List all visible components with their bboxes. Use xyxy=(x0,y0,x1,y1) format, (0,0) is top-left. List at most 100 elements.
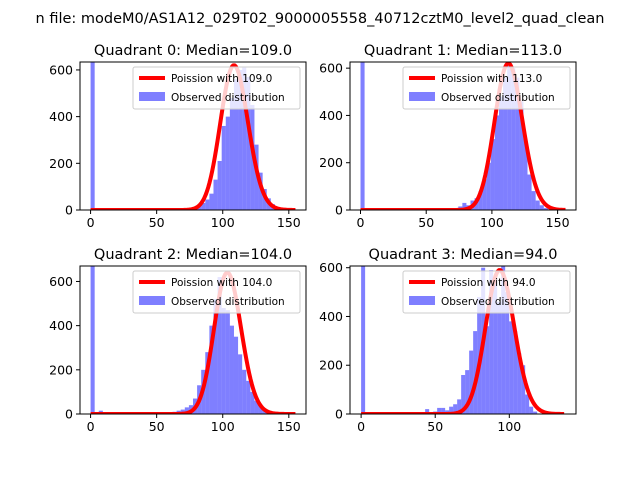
subplot-title: Quadrant 0: Median=109.0 xyxy=(94,43,292,59)
histogram-bar xyxy=(258,172,263,210)
y-tick-label: 200 xyxy=(319,155,343,170)
histogram-bar xyxy=(225,116,230,210)
histogram-bar xyxy=(501,266,506,414)
x-tick-label: 100 xyxy=(211,419,235,434)
axes-frame xyxy=(79,265,307,415)
figure-title: n file: modeM0/AS1A12_029T02_9000005558_… xyxy=(35,11,605,27)
histogram-bar xyxy=(489,270,494,414)
histogram-bar xyxy=(461,374,466,414)
histogram-bar xyxy=(539,205,544,210)
histogram-bar xyxy=(441,407,446,414)
axes-frame xyxy=(79,61,307,211)
x-tick-label: 50 xyxy=(427,419,443,434)
x-tick-label: 100 xyxy=(480,215,504,230)
histogram-bar xyxy=(515,77,520,210)
legend-bar-swatch xyxy=(409,296,435,305)
histogram-bar xyxy=(246,76,251,210)
histogram-bar xyxy=(517,353,522,414)
subplot-2: 0 50 100 150 0 200 400 600 Quadrant 2: Median=10… xyxy=(49,247,307,434)
x-tick-label: 50 xyxy=(418,215,434,230)
histogram-bar xyxy=(437,407,442,414)
subplot-title: Quadrant 3: Median=94.0 xyxy=(369,247,558,263)
y-tick-label: 600 xyxy=(49,62,73,77)
x-tick-label: 50 xyxy=(149,215,165,230)
histogram-bar xyxy=(425,409,430,414)
y-tick-label: 400 xyxy=(319,309,343,324)
histogram-bar xyxy=(486,162,491,210)
y-tick-label: 0 xyxy=(335,203,343,218)
histogram-bar xyxy=(531,191,536,210)
x-tick-label: 50 xyxy=(149,419,165,434)
x-tick-label: 150 xyxy=(277,419,301,434)
legend-label-poisson: Poission with 113.0 xyxy=(441,73,542,85)
histogram-bar xyxy=(90,266,95,414)
histogram-bar xyxy=(233,79,239,210)
subplot-1: 0 50 100 150 0 200 400 600 Quadrant 1: Median=11… xyxy=(319,43,577,230)
histogram-bar xyxy=(209,193,214,210)
legend: Poission with 113.0 Observed distribution xyxy=(402,66,571,110)
histogram-bar xyxy=(360,62,365,210)
histogram-bar xyxy=(513,331,518,414)
histogram-bar xyxy=(221,125,226,210)
histogram-bar xyxy=(493,277,498,414)
histogram-bar xyxy=(521,365,526,414)
poisson-curve xyxy=(89,63,297,210)
histogram-bar xyxy=(217,277,222,414)
legend-label-observed: Observed distribution xyxy=(441,296,555,308)
y-tick-label: 600 xyxy=(319,260,343,275)
legend-label-observed: Observed distribution xyxy=(171,296,285,308)
histogram-bar xyxy=(478,191,483,210)
legend-label-observed: Observed distribution xyxy=(441,92,555,104)
axes-frame xyxy=(349,61,577,211)
legend-label-poisson: Poission with 94.0 xyxy=(441,277,536,289)
y-tick-label: 600 xyxy=(49,274,73,289)
y-tick-label: 0 xyxy=(65,407,73,422)
y-tick-label: 600 xyxy=(319,61,343,76)
histogram-bar xyxy=(213,179,218,210)
histogram-bar xyxy=(523,139,528,210)
histogram-bar xyxy=(509,321,514,414)
histogram-bar xyxy=(209,325,214,414)
x-tick-label: 0 xyxy=(87,419,95,434)
subplot-3: 0 50 100 0 200 400 600 Quadrant 3: Median=94.0 P… xyxy=(319,247,577,434)
x-tick-label: 100 xyxy=(211,215,235,230)
histogram-bar xyxy=(229,97,234,210)
y-tick-label: 200 xyxy=(49,156,73,171)
legend: Poission with 94.0 Observed distribution xyxy=(402,270,571,314)
histogram-bar xyxy=(497,301,502,414)
histogram-bar xyxy=(511,68,516,210)
histogram-bar xyxy=(361,266,366,414)
histogram-bar xyxy=(469,350,474,414)
y-tick-label: 400 xyxy=(49,318,73,333)
histogram-bar xyxy=(490,139,495,210)
x-tick-label: 150 xyxy=(546,215,570,230)
legend: Poission with 104.0 Observed distribution xyxy=(132,270,301,314)
histogram-bar xyxy=(242,369,247,414)
histogram-bar xyxy=(503,77,508,210)
poisson-curve xyxy=(89,270,297,414)
histogram-bar xyxy=(499,96,504,210)
histogram-bar xyxy=(254,400,259,414)
histogram-bar xyxy=(453,404,458,414)
histogram-bar xyxy=(225,310,230,414)
y-tick-label: 200 xyxy=(49,362,73,377)
histogram-bar xyxy=(184,407,189,414)
histogram-bar xyxy=(533,411,538,414)
subplot-title: Quadrant 2: Median=104.0 xyxy=(94,247,292,263)
histogram-bar xyxy=(221,307,226,414)
subplot-0: 0 50 100 150 0 200 400 600 Quadrant 0: Median=10… xyxy=(49,43,307,230)
histogram-bar xyxy=(205,352,210,414)
histogram-bar xyxy=(205,199,210,210)
histogram-bar xyxy=(229,325,234,414)
x-tick-label: 0 xyxy=(357,215,365,230)
legend-label-observed: Observed distribution xyxy=(171,92,285,104)
histogram-bar xyxy=(529,406,534,414)
histogram-bar xyxy=(449,406,454,414)
histogram-bar xyxy=(485,326,490,414)
subplot-title: Quadrant 1: Median=113.0 xyxy=(364,43,562,59)
histogram-bar xyxy=(242,67,247,210)
histogram-bar xyxy=(465,370,470,414)
histogram-bar xyxy=(238,69,243,210)
legend-bar-swatch xyxy=(139,92,165,101)
